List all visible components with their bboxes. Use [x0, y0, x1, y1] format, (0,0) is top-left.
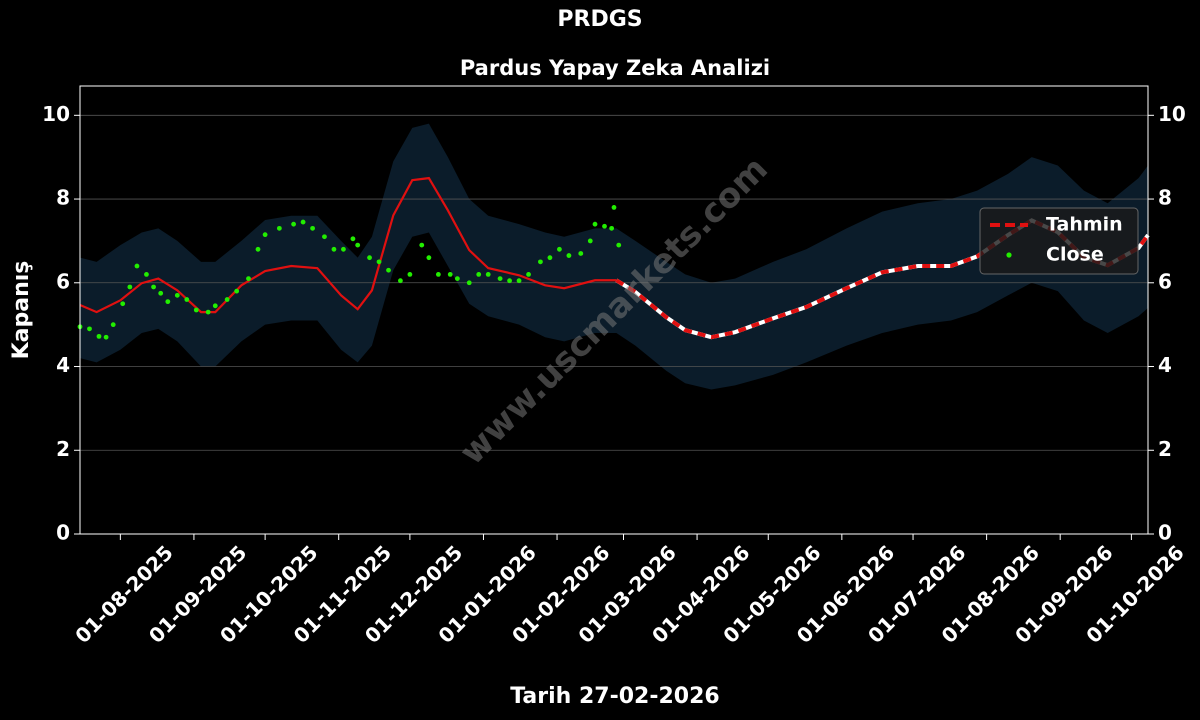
close-point	[557, 246, 562, 252]
close-point	[212, 303, 218, 309]
close-point	[184, 297, 190, 302]
y-axis-label: Kapanış	[9, 261, 34, 360]
close-point	[611, 205, 617, 210]
close-point	[485, 272, 491, 277]
close-point	[151, 284, 156, 290]
y-tick-label: 4	[56, 353, 70, 377]
legend-label: Tahmin	[1046, 214, 1123, 236]
forecast-line-future	[615, 218, 1150, 340]
close-point	[426, 255, 432, 261]
legend-box	[979, 207, 1139, 275]
close-point	[174, 292, 180, 298]
close-point	[246, 276, 251, 281]
close-point	[507, 278, 512, 284]
close-point	[609, 225, 615, 231]
close-point	[262, 232, 268, 238]
close-point	[276, 225, 282, 231]
y-tick-label: 8	[56, 186, 70, 210]
chart-subtitle: Pardus Yapay Zeka Analizi	[460, 56, 770, 80]
y2-tick-label: 10	[1158, 102, 1186, 126]
close-point	[310, 225, 315, 231]
close-point	[497, 276, 503, 281]
close-point	[587, 238, 593, 244]
close-point	[407, 272, 413, 277]
close-point	[454, 276, 460, 281]
close-point	[193, 307, 199, 313]
close-point	[447, 272, 453, 277]
close-point	[516, 278, 522, 284]
y-tick-label: 0	[56, 521, 70, 545]
close-point	[350, 236, 356, 242]
close-point	[386, 267, 391, 273]
close-point	[592, 221, 598, 227]
close-point	[110, 322, 116, 328]
close-point	[398, 278, 403, 284]
plot-area	[77, 114, 1150, 535]
close-point	[476, 272, 482, 277]
close-point	[526, 272, 531, 277]
close-point	[547, 255, 553, 261]
y2-tick-label: 0	[1158, 521, 1172, 545]
close-point	[234, 288, 240, 294]
chart-title: PRDGS	[557, 7, 642, 32]
close-point	[120, 301, 126, 307]
close-point	[466, 280, 472, 286]
forecast-line	[79, 176, 617, 314]
close-point	[165, 299, 171, 305]
y2-tick-label: 6	[1158, 269, 1172, 293]
legend-label: Close	[1046, 244, 1104, 266]
close-point	[602, 223, 607, 229]
close-point	[96, 333, 102, 339]
y2-tick-label: 2	[1158, 437, 1172, 461]
y-tick-label: 6	[56, 269, 70, 293]
x-axis-label: Tarih 27-02-2026	[510, 684, 719, 709]
y2-tick-label: 4	[1158, 353, 1172, 377]
close-point	[127, 284, 133, 290]
close-point	[300, 219, 306, 225]
close-point	[566, 253, 572, 258]
close-point	[322, 234, 327, 240]
close-point	[435, 272, 441, 277]
close-point	[331, 246, 337, 252]
close-point	[291, 221, 296, 227]
close-point	[538, 259, 543, 265]
close-point	[205, 309, 211, 315]
close-point	[355, 242, 361, 248]
legend-swatch	[1006, 252, 1012, 258]
close-point	[158, 290, 164, 296]
close-point	[144, 272, 149, 277]
plot-frame	[79, 85, 1149, 535]
close-point	[103, 334, 109, 340]
y-tick-label: 2	[56, 437, 70, 461]
close-point	[578, 251, 584, 256]
close-point	[419, 242, 425, 248]
close-point	[341, 246, 346, 252]
close-point	[255, 246, 261, 252]
close-point	[616, 242, 622, 248]
close-point	[224, 297, 230, 302]
close-point	[134, 263, 140, 269]
y-tick-label: 10	[42, 102, 70, 126]
close-point	[87, 326, 92, 332]
close-point	[367, 255, 372, 261]
y2-tick-label: 8	[1158, 186, 1172, 210]
confidence-band	[80, 123, 1148, 390]
close-point	[376, 259, 382, 265]
